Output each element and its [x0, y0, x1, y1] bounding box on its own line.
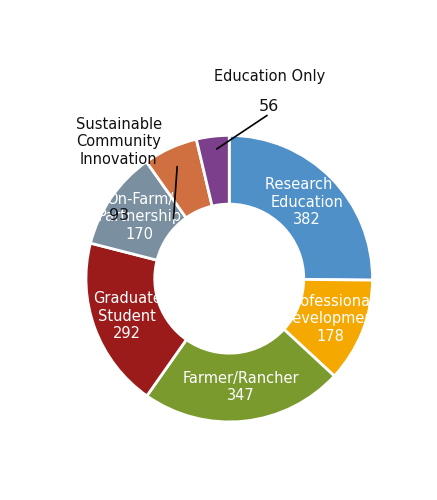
Wedge shape: [196, 136, 229, 206]
Wedge shape: [284, 280, 372, 376]
Text: Sustainable
Community
Innovation: Sustainable Community Innovation: [76, 117, 162, 167]
Wedge shape: [146, 139, 212, 218]
Wedge shape: [147, 330, 334, 422]
Text: On-Farm/
Partnership
170: On-Farm/ Partnership 170: [97, 192, 181, 242]
Wedge shape: [229, 136, 372, 280]
Text: Research &
Education
382: Research & Education 382: [265, 177, 348, 227]
Text: 56: 56: [259, 99, 280, 114]
Text: Farmer/Rancher
347: Farmer/Rancher 347: [182, 370, 299, 403]
Text: Professional
Development
178: Professional Development 178: [281, 294, 380, 344]
Text: Graduate
Student
292: Graduate Student 292: [93, 292, 162, 342]
Wedge shape: [90, 162, 186, 260]
Wedge shape: [86, 243, 187, 396]
Text: 93: 93: [109, 208, 129, 223]
Text: Education Only: Education Only: [214, 69, 325, 84]
